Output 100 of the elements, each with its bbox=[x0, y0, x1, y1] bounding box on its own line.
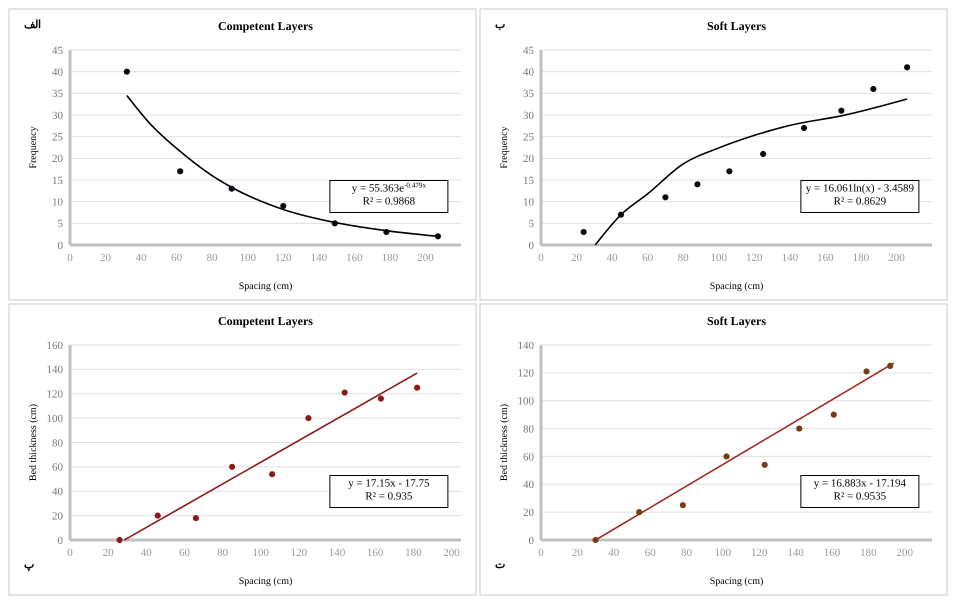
equation-box: y = 55.363e$^{-0.479x}$ R² = 0.9868 bbox=[329, 180, 448, 213]
annotation: y = 16.061ln(x) - 3.4589 bbox=[806, 182, 915, 194]
y-tick-label: 35 bbox=[523, 88, 534, 100]
x-tick-label: 120 bbox=[746, 252, 764, 264]
y-tick-label: 5 bbox=[528, 218, 534, 230]
annotation: y = 55.363e$^{-0.479x}$ bbox=[352, 182, 426, 194]
x-tick-label: 180 bbox=[860, 547, 878, 559]
x-tick-label: 140 bbox=[310, 252, 328, 264]
point bbox=[838, 108, 844, 114]
point bbox=[870, 86, 876, 92]
y-tick-label: 45 bbox=[523, 44, 534, 57]
x-tick-label: 200 bbox=[443, 547, 460, 559]
y-tick-label: 160 bbox=[46, 340, 64, 352]
y-tick-label: 100 bbox=[518, 396, 534, 408]
point bbox=[229, 464, 236, 470]
point bbox=[680, 502, 686, 508]
x-tick-label: 140 bbox=[782, 252, 799, 264]
point bbox=[726, 168, 732, 174]
y-tick-label: 15 bbox=[523, 174, 534, 187]
y-tick-label: 80 bbox=[523, 423, 534, 436]
x-tick-label: 200 bbox=[896, 547, 914, 559]
point bbox=[904, 64, 910, 70]
point bbox=[580, 228, 587, 236]
annotation: R² = 0.9868 bbox=[362, 196, 416, 208]
text: پ bbox=[24, 559, 34, 571]
point bbox=[887, 362, 894, 369]
y-tick-label: 40 bbox=[523, 66, 534, 79]
point bbox=[124, 68, 130, 75]
point bbox=[280, 202, 286, 210]
y-tick-label: 0 bbox=[528, 534, 534, 547]
point bbox=[414, 384, 420, 391]
x-tick-label: 100 bbox=[710, 252, 728, 264]
x-tick-label: 100 bbox=[714, 547, 732, 559]
point bbox=[723, 453, 730, 460]
chart-title: Soft Layers bbox=[707, 19, 766, 33]
point bbox=[662, 194, 668, 200]
x-tick-label: 80 bbox=[678, 252, 690, 264]
x-tick-label: 40 bbox=[136, 252, 148, 264]
y-tick-label: 0 bbox=[58, 534, 64, 547]
point bbox=[592, 536, 599, 544]
text: ب bbox=[495, 19, 505, 31]
point bbox=[762, 462, 768, 468]
x-axis-title: Spacing (cm) bbox=[238, 576, 292, 587]
x-tick-label: 120 bbox=[750, 547, 768, 559]
x-tick-label: 40 bbox=[608, 547, 620, 559]
annotation: R² = 0.9535 bbox=[834, 490, 887, 502]
y-tick-label: 10 bbox=[523, 196, 534, 209]
equation-box: y = 16.883x - 17.194 R² = 0.9535 bbox=[800, 475, 920, 508]
equation-box: y = 17.15x - 17.75 R² = 0.935 bbox=[329, 475, 448, 508]
y-tick-label: 120 bbox=[518, 368, 534, 380]
x-axis-title: Spacing (cm) bbox=[238, 281, 292, 292]
x-tick-label: 120 bbox=[290, 547, 308, 559]
point bbox=[800, 124, 808, 132]
y-axis-title: Bed thickness (cm) bbox=[28, 404, 39, 482]
y-tick-label: 35 bbox=[52, 88, 64, 100]
x-tick-label: 120 bbox=[275, 252, 292, 264]
equation-box: y = 16.061ln(x) - 3.4589 R² = 0.8629 bbox=[800, 180, 920, 213]
point bbox=[332, 220, 338, 226]
point bbox=[760, 150, 766, 158]
y-axis-title: Frequency bbox=[28, 126, 39, 169]
x-tick-label: 0 bbox=[67, 547, 74, 559]
point bbox=[269, 471, 276, 478]
point bbox=[694, 181, 700, 188]
x-tick-label: 0 bbox=[538, 252, 544, 264]
x-tick-label: 100 bbox=[239, 252, 256, 264]
y-tick-label: 25 bbox=[52, 132, 64, 144]
y-tick-label: 30 bbox=[523, 110, 534, 122]
y-tick-label: 15 bbox=[52, 174, 64, 187]
point bbox=[177, 168, 184, 174]
chart-title: Competent Layers bbox=[218, 19, 314, 33]
text: الف bbox=[24, 19, 41, 31]
chart-title: Soft Layers bbox=[707, 314, 766, 328]
y-tick-label: 40 bbox=[52, 486, 64, 498]
point bbox=[830, 412, 837, 418]
x-tick-label: 40 bbox=[140, 547, 152, 559]
x-tick-label: 60 bbox=[644, 547, 656, 559]
y-tick-label: 140 bbox=[518, 340, 534, 352]
x-tick-label: 180 bbox=[852, 252, 870, 264]
x-tick-label: 20 bbox=[572, 547, 584, 559]
point bbox=[636, 509, 642, 516]
point bbox=[192, 514, 199, 522]
y-axis-title: Bed thickness (cm) bbox=[499, 404, 510, 482]
point bbox=[154, 512, 161, 519]
y-tick-label: 20 bbox=[523, 153, 534, 166]
x-tick-label: 160 bbox=[817, 252, 834, 264]
x-tick-label: 180 bbox=[382, 252, 399, 264]
x-axis-title: Spacing (cm) bbox=[710, 576, 764, 587]
y-tick-label: 100 bbox=[46, 412, 64, 425]
annotation: R² = 0.935 bbox=[365, 490, 413, 502]
y-tick-label: 40 bbox=[52, 66, 64, 79]
x-tick-label: 40 bbox=[606, 252, 618, 264]
y-tick-label: 120 bbox=[46, 388, 64, 401]
x-tick-label: 160 bbox=[366, 547, 384, 559]
y-tick-label: 0 bbox=[528, 240, 534, 252]
x-tick-label: 140 bbox=[787, 547, 804, 559]
x-tick-label: 80 bbox=[217, 547, 229, 559]
annotation: R² = 0.8629 bbox=[834, 196, 887, 208]
x-tick-label: 60 bbox=[171, 252, 183, 264]
point bbox=[863, 368, 870, 375]
x-tick-label: 160 bbox=[824, 547, 841, 559]
